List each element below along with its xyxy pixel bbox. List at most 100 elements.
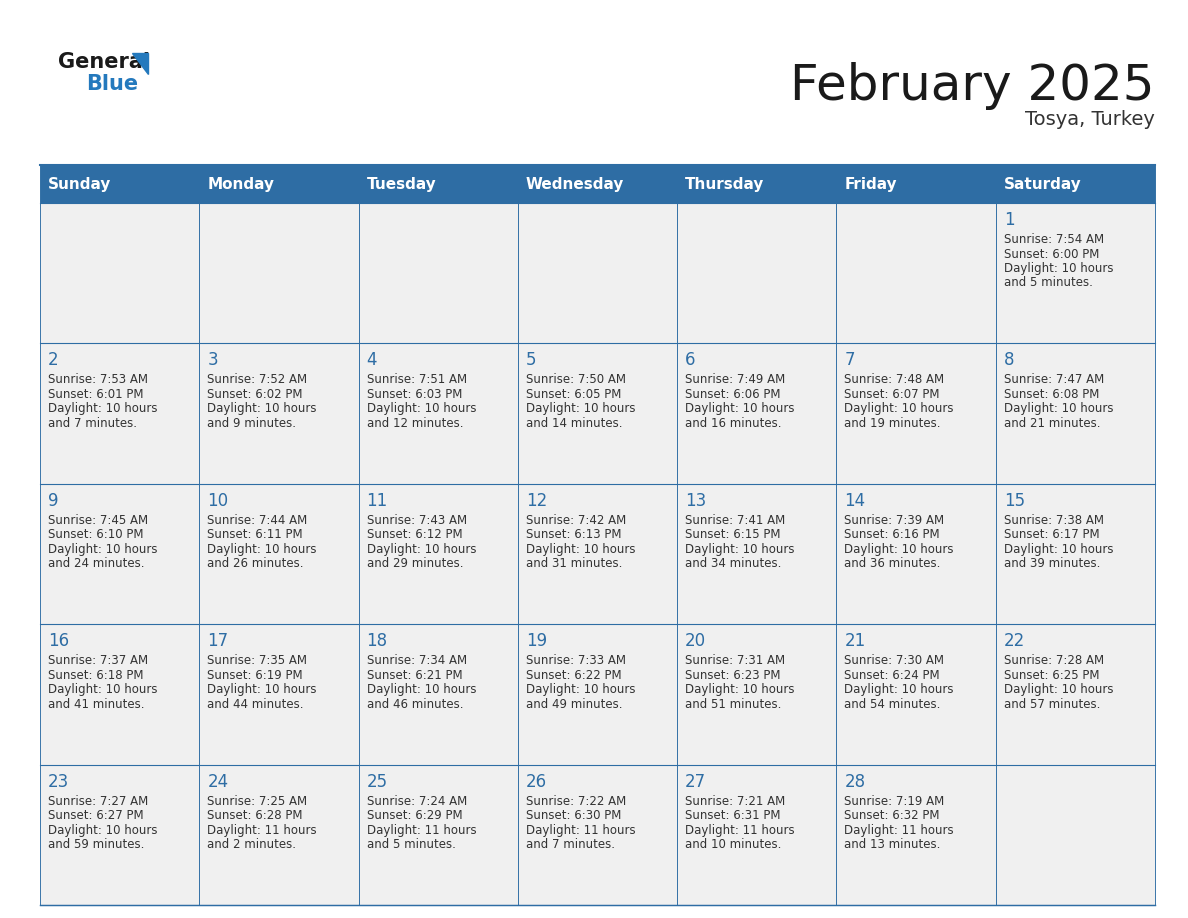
Text: Sunset: 6:13 PM: Sunset: 6:13 PM	[526, 528, 621, 542]
Bar	[518, 765, 677, 905]
Text: Sunset: 6:00 PM: Sunset: 6:00 PM	[1004, 248, 1099, 261]
Text: 25: 25	[367, 773, 387, 790]
Text: and 57 minutes.: and 57 minutes.	[1004, 698, 1100, 711]
Polygon shape	[132, 53, 148, 74]
Text: and 5 minutes.: and 5 minutes.	[367, 838, 455, 851]
Bar	[677, 765, 836, 905]
Text: and 7 minutes.: and 7 minutes.	[48, 417, 137, 430]
Text: Sunrise: 7:30 AM: Sunrise: 7:30 AM	[845, 655, 944, 667]
Text: Sunrise: 7:28 AM: Sunrise: 7:28 AM	[1004, 655, 1104, 667]
Text: Sunset: 6:05 PM: Sunset: 6:05 PM	[526, 388, 621, 401]
Text: 2: 2	[48, 352, 58, 369]
Text: Daylight: 10 hours: Daylight: 10 hours	[526, 683, 636, 696]
Text: Sunset: 6:07 PM: Sunset: 6:07 PM	[845, 388, 940, 401]
Text: Sunset: 6:21 PM: Sunset: 6:21 PM	[367, 668, 462, 682]
Bar	[40, 343, 200, 484]
Text: 7: 7	[845, 352, 855, 369]
Text: 10: 10	[207, 492, 228, 509]
Bar	[677, 343, 836, 484]
Text: Friday: Friday	[845, 176, 897, 192]
Text: Daylight: 11 hours: Daylight: 11 hours	[526, 823, 636, 836]
Text: 24: 24	[207, 773, 228, 790]
Text: 19: 19	[526, 633, 546, 650]
Text: Daylight: 10 hours: Daylight: 10 hours	[207, 402, 317, 416]
Text: Daylight: 10 hours: Daylight: 10 hours	[685, 683, 795, 696]
Text: and 39 minutes.: and 39 minutes.	[1004, 557, 1100, 570]
Text: Sunrise: 7:42 AM: Sunrise: 7:42 AM	[526, 514, 626, 527]
Text: Tosya, Turkey: Tosya, Turkey	[1025, 110, 1155, 129]
Bar	[996, 765, 1155, 905]
Text: 16: 16	[48, 633, 69, 650]
Text: Daylight: 11 hours: Daylight: 11 hours	[367, 823, 476, 836]
Text: 20: 20	[685, 633, 707, 650]
Text: Sunset: 6:28 PM: Sunset: 6:28 PM	[207, 809, 303, 823]
Text: and 13 minutes.: and 13 minutes.	[845, 838, 941, 851]
Text: and 34 minutes.: and 34 minutes.	[685, 557, 782, 570]
Text: Sunset: 6:22 PM: Sunset: 6:22 PM	[526, 668, 621, 682]
Bar	[996, 203, 1155, 343]
Bar	[40, 765, 200, 905]
Text: Sunset: 6:08 PM: Sunset: 6:08 PM	[1004, 388, 1099, 401]
Text: Blue: Blue	[86, 74, 138, 94]
Text: Daylight: 10 hours: Daylight: 10 hours	[1004, 543, 1113, 555]
Text: and 26 minutes.: and 26 minutes.	[207, 557, 304, 570]
Bar	[836, 343, 996, 484]
Text: 6: 6	[685, 352, 696, 369]
Text: and 54 minutes.: and 54 minutes.	[845, 698, 941, 711]
Bar	[200, 484, 359, 624]
Text: Sunrise: 7:19 AM: Sunrise: 7:19 AM	[845, 795, 944, 808]
Text: Sunrise: 7:24 AM: Sunrise: 7:24 AM	[367, 795, 467, 808]
Text: Sunset: 6:02 PM: Sunset: 6:02 PM	[207, 388, 303, 401]
Bar	[359, 624, 518, 765]
Text: Daylight: 10 hours: Daylight: 10 hours	[845, 683, 954, 696]
Text: Sunrise: 7:22 AM: Sunrise: 7:22 AM	[526, 795, 626, 808]
Text: and 7 minutes.: and 7 minutes.	[526, 838, 615, 851]
Text: 22: 22	[1004, 633, 1025, 650]
Text: and 12 minutes.: and 12 minutes.	[367, 417, 463, 430]
Text: and 29 minutes.: and 29 minutes.	[367, 557, 463, 570]
Text: Sunrise: 7:33 AM: Sunrise: 7:33 AM	[526, 655, 626, 667]
Text: Sunrise: 7:38 AM: Sunrise: 7:38 AM	[1004, 514, 1104, 527]
Text: Daylight: 10 hours: Daylight: 10 hours	[367, 402, 476, 416]
Text: and 19 minutes.: and 19 minutes.	[845, 417, 941, 430]
Text: Thursday: Thursday	[685, 176, 765, 192]
Text: Daylight: 10 hours: Daylight: 10 hours	[48, 683, 158, 696]
Text: Sunset: 6:32 PM: Sunset: 6:32 PM	[845, 809, 940, 823]
Bar	[518, 484, 677, 624]
Text: Daylight: 10 hours: Daylight: 10 hours	[1004, 262, 1113, 275]
Text: Daylight: 10 hours: Daylight: 10 hours	[1004, 402, 1113, 416]
Text: Sunset: 6:12 PM: Sunset: 6:12 PM	[367, 528, 462, 542]
Bar	[518, 343, 677, 484]
Text: Sunrise: 7:50 AM: Sunrise: 7:50 AM	[526, 374, 626, 386]
Text: Daylight: 10 hours: Daylight: 10 hours	[48, 823, 158, 836]
Text: Sunset: 6:18 PM: Sunset: 6:18 PM	[48, 668, 144, 682]
Text: 26: 26	[526, 773, 546, 790]
Text: Wednesday: Wednesday	[526, 176, 624, 192]
Text: Daylight: 11 hours: Daylight: 11 hours	[845, 823, 954, 836]
Text: and 46 minutes.: and 46 minutes.	[367, 698, 463, 711]
Text: Sunrise: 7:37 AM: Sunrise: 7:37 AM	[48, 655, 148, 667]
Text: Sunset: 6:15 PM: Sunset: 6:15 PM	[685, 528, 781, 542]
Text: and 9 minutes.: and 9 minutes.	[207, 417, 296, 430]
Text: Sunrise: 7:25 AM: Sunrise: 7:25 AM	[207, 795, 308, 808]
Text: 4: 4	[367, 352, 377, 369]
Text: Sunset: 6:19 PM: Sunset: 6:19 PM	[207, 668, 303, 682]
Bar	[200, 765, 359, 905]
Text: Sunrise: 7:48 AM: Sunrise: 7:48 AM	[845, 374, 944, 386]
Text: Sunrise: 7:31 AM: Sunrise: 7:31 AM	[685, 655, 785, 667]
Text: Sunset: 6:06 PM: Sunset: 6:06 PM	[685, 388, 781, 401]
Text: Sunset: 6:01 PM: Sunset: 6:01 PM	[48, 388, 144, 401]
Text: 27: 27	[685, 773, 707, 790]
Text: and 44 minutes.: and 44 minutes.	[207, 698, 304, 711]
Text: Tuesday: Tuesday	[367, 176, 436, 192]
Text: Sunset: 6:17 PM: Sunset: 6:17 PM	[1004, 528, 1099, 542]
Text: and 36 minutes.: and 36 minutes.	[845, 557, 941, 570]
Text: 23: 23	[48, 773, 69, 790]
Bar	[677, 203, 836, 343]
Bar	[677, 484, 836, 624]
Bar	[359, 203, 518, 343]
Text: Daylight: 10 hours: Daylight: 10 hours	[685, 402, 795, 416]
Bar	[200, 343, 359, 484]
Text: Sunset: 6:11 PM: Sunset: 6:11 PM	[207, 528, 303, 542]
Text: Daylight: 10 hours: Daylight: 10 hours	[48, 402, 158, 416]
